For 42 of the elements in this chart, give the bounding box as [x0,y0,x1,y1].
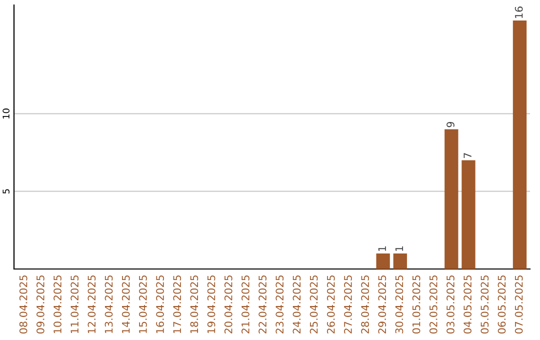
x-tick-label: 06.05.2025 [498,275,506,334]
x-tick-label: 15.04.2025 [139,275,147,334]
bar [512,20,527,269]
data-label: 9 [446,122,454,128]
x-tick-label: 21.04.2025 [242,275,250,334]
x-tick-label: 20.04.2025 [224,275,232,334]
x-tick-label: 19.04.2025 [207,275,216,334]
y-tick-label: 10 [2,108,10,118]
x-tick-label: 02.05.2025 [429,275,438,334]
x-tick-label: 04.05.2025 [464,275,472,334]
x-tick-label: 01.05.2025 [412,275,420,334]
x-tick-label: 30.04.2025 [395,275,404,334]
x-tick-label: 16.04.2025 [156,275,164,334]
data-label: 7 [464,153,472,158]
x-tick-label: 08.04.2025 [19,275,28,334]
bar [462,160,476,269]
x-tick-label: 05.05.2025 [480,275,489,334]
data-label: 1 [395,246,404,251]
x-tick-label: 29.04.2025 [378,275,386,334]
x-tick-label: 13.04.2025 [104,275,113,334]
x-tick-label: 26.04.2025 [326,275,335,334]
data-label: 16 [514,6,523,18]
bar [444,129,458,269]
bar [376,253,390,269]
x-tick-label: 22.04.2025 [258,275,266,334]
x-tick-label: 18.04.2025 [190,275,198,334]
x-tick-label: 23.04.2025 [276,275,284,334]
x-tick-label: 27.04.2025 [344,275,352,334]
x-tick-label: 25.04.2025 [310,275,318,334]
x-tick-label: 10.04.2025 [54,275,62,334]
bar [393,253,407,269]
x-tick-label: 12.04.2025 [88,275,96,334]
y-tick-label: 5 [2,189,10,194]
x-tick-label: 09.04.2025 [36,275,44,334]
x-tick-label: 07.05.2025 [514,275,523,334]
x-tick-label: 03.05.2025 [446,275,454,334]
x-tick-label: 17.04.2025 [173,275,182,334]
data-label: 1 [378,246,386,251]
x-tick-label: 11.04.2025 [70,275,79,334]
x-tick-label: 14.04.2025 [122,275,130,334]
x-tick-label: 28.04.2025 [361,275,369,334]
x-tick-label: 24.04.2025 [292,275,301,334]
